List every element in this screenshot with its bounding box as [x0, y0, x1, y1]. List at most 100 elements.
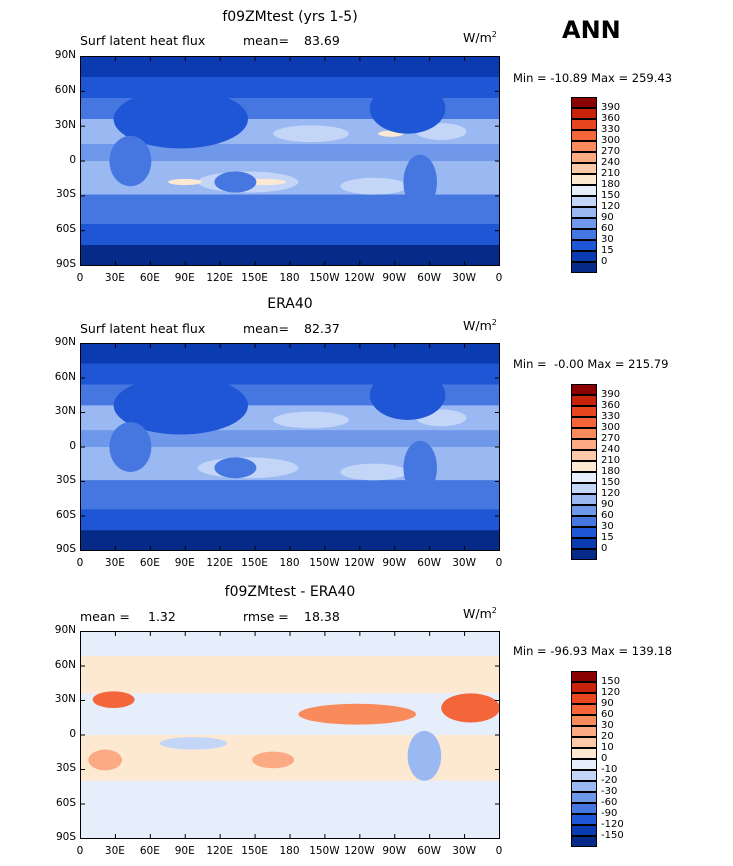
- lon-tick-label: 30E: [104, 272, 125, 284]
- lat-tick-label: 60S: [55, 508, 76, 521]
- colorbar-label: 150: [601, 676, 621, 687]
- lon-tick-label: 30W: [452, 557, 476, 569]
- lon-tick-label: 0: [495, 845, 503, 857]
- colorbar-label: 240: [601, 157, 621, 168]
- colorbar-swatch: [571, 737, 597, 748]
- lat-tick-label: 90N: [54, 624, 76, 636]
- lon-tick-label: 180: [279, 845, 300, 857]
- sw-indian-positive: [88, 749, 122, 771]
- stat-value: 18.38: [304, 609, 340, 624]
- lat-tick-label: 90N: [54, 336, 76, 348]
- lon-tick-label: 60E: [139, 845, 160, 857]
- colorbar-label: 180: [601, 466, 621, 477]
- min-max-label: Min = -96.93 Max = 139.18: [513, 644, 673, 658]
- colorbar-label: 0: [601, 543, 608, 554]
- lat-tick-label: 0: [69, 153, 76, 166]
- north-america-land: [369, 370, 446, 420]
- colorbar-swatch: [571, 461, 597, 472]
- colorbar-label: 150: [601, 477, 621, 488]
- left-label: Surf latent heat flux: [80, 33, 206, 48]
- colorbar-label: 270: [601, 433, 621, 444]
- high-lat-band-south: [80, 224, 500, 245]
- lat-tick-label: 60N: [54, 83, 76, 96]
- colorbar-label: 15: [601, 532, 614, 543]
- units-text: W/m: [463, 606, 492, 622]
- colorbar-swatch: [571, 682, 597, 693]
- units-label: W/m2: [463, 30, 497, 45]
- colorbar-swatch: [571, 494, 597, 505]
- colorbar-swatch: [571, 748, 597, 759]
- map-plot: [80, 56, 500, 266]
- colorbar-swatch: [571, 726, 597, 737]
- colorbar-swatch: [571, 472, 597, 483]
- stat-label: mean=: [243, 321, 289, 336]
- colorbar-swatch: [571, 693, 597, 704]
- diff-band-tropics: [80, 693, 500, 735]
- colorbar-label: 360: [601, 113, 621, 124]
- polar-band-north: [80, 343, 500, 364]
- colorbar-label: -30: [601, 786, 618, 797]
- colorbar-swatch: [571, 384, 597, 395]
- australia-land: [214, 171, 257, 193]
- lon-tick-label: 30W: [452, 272, 476, 284]
- colorbar-swatch: [571, 538, 597, 549]
- colorbar-swatch: [571, 130, 597, 141]
- diff-band-midnorth: [80, 655, 500, 694]
- colorbar-swatch: [571, 240, 597, 251]
- colorbar-swatch: [571, 97, 597, 108]
- stat-value: 83.69: [304, 33, 340, 48]
- colorbar-swatch: [571, 770, 597, 781]
- lon-tick-label: 30W: [452, 845, 476, 857]
- units-label: W/m2: [463, 318, 497, 333]
- colorbar-label: 60: [601, 223, 614, 234]
- south-america-land: [403, 154, 438, 210]
- lon-tick-label: 60E: [139, 272, 160, 284]
- colorbar-label: -10: [601, 764, 618, 775]
- colorbar-swatch: [571, 450, 597, 461]
- colorbar-swatch: [571, 704, 597, 715]
- colorbar-label: 0: [601, 256, 608, 267]
- colorbar-swatch: [571, 262, 597, 273]
- colorbar-label: 330: [601, 411, 621, 422]
- panel-title: f09ZMtest (yrs 1-5): [222, 9, 358, 25]
- colorbar-swatch: [571, 671, 597, 682]
- colorbar-swatch: [571, 803, 597, 814]
- colorbar-swatch: [571, 836, 597, 847]
- colorbar-swatch: [571, 715, 597, 726]
- colorbar-label: 10: [601, 742, 614, 753]
- mid-lat-band-south: [80, 480, 500, 510]
- lon-tick-label: 60E: [139, 557, 160, 569]
- colorbar-swatch: [571, 516, 597, 527]
- indian-negative: [159, 737, 227, 750]
- lon-tick-label: 30E: [104, 557, 125, 569]
- lat-tick-label: 90S: [55, 258, 76, 270]
- colorbar-swatch: [571, 428, 597, 439]
- left-value: 1.32: [148, 609, 176, 624]
- colorbar-swatch: [571, 207, 597, 218]
- polar-band-north: [80, 56, 500, 77]
- lon-tick-label: 0: [76, 845, 84, 857]
- lat-tick-label: 0: [69, 439, 76, 452]
- eurasia-land: [113, 89, 248, 149]
- colorbar-label: 90: [601, 212, 614, 223]
- south-america-negative: [407, 730, 442, 781]
- lon-tick-label: 150W: [309, 845, 340, 857]
- lat-tick-label: 90S: [55, 543, 76, 555]
- colorbar-label: 120: [601, 488, 621, 499]
- australia-land: [214, 457, 257, 479]
- high-lat-band-south: [80, 509, 500, 531]
- colorbar-label: 390: [601, 102, 621, 113]
- panel-title: f09ZMtest - ERA40: [224, 584, 356, 600]
- colorbar-label: -90: [601, 808, 618, 819]
- lon-tick-label: 150E: [241, 557, 268, 569]
- mid-lat-band-south: [80, 194, 500, 224]
- lon-tick-label: 120W: [344, 557, 375, 569]
- min-max-label: Min = -10.89 Max = 259.43: [513, 71, 673, 85]
- lon-tick-label: 120E: [206, 557, 233, 569]
- colorbar-swatch: [571, 483, 597, 494]
- lon-tick-label: 180: [279, 272, 300, 284]
- colorbar-swatch: [571, 439, 597, 450]
- atlantic-positive: [441, 693, 500, 723]
- indian-max: [168, 178, 202, 186]
- colorbar-label: 0: [601, 753, 608, 764]
